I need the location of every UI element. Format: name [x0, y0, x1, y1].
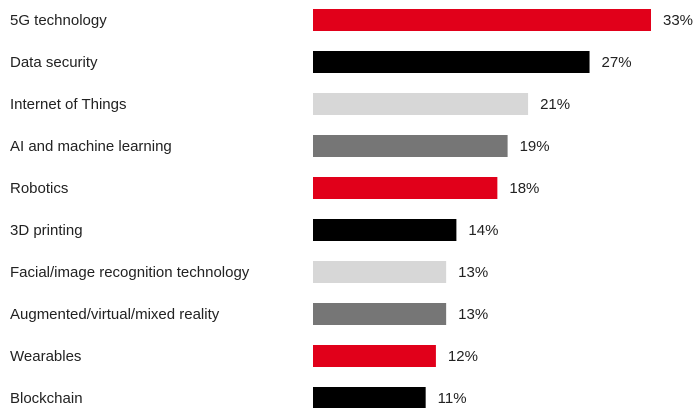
category-label: Robotics	[10, 180, 68, 197]
category-label: Wearables	[10, 348, 81, 365]
value-label: 27%	[602, 54, 632, 71]
bar	[313, 303, 447, 325]
bar	[313, 261, 447, 283]
bar	[313, 177, 498, 199]
category-label: AI and machine learning	[10, 138, 172, 155]
bar	[313, 135, 508, 157]
value-label: 21%	[540, 96, 570, 113]
category-label: Facial/image recognition technology	[10, 264, 250, 281]
category-label: Data security	[10, 54, 98, 71]
value-label: 13%	[458, 306, 488, 323]
bar	[313, 219, 457, 241]
category-label: 5G technology	[10, 12, 107, 29]
value-label: 18%	[509, 180, 539, 197]
bar-row: 3D printing 14%	[10, 219, 498, 241]
value-label: 19%	[520, 138, 550, 155]
category-label: Blockchain	[10, 390, 83, 407]
bar-row: AI and machine learning 19%	[10, 135, 550, 157]
category-label: Augmented/virtual/mixed reality	[10, 306, 220, 323]
value-label: 12%	[448, 348, 478, 365]
bar	[313, 51, 590, 73]
bar	[313, 387, 426, 409]
bar-row: Augmented/virtual/mixed reality 13%	[10, 303, 488, 325]
bar-row: Blockchain 11%	[10, 387, 467, 409]
value-label: 33%	[663, 12, 693, 29]
bar-row: Robotics 18%	[10, 177, 539, 199]
bar	[313, 9, 651, 31]
bar-row: Internet of Things 21%	[10, 93, 570, 115]
category-label: 3D printing	[10, 222, 83, 239]
bar-row: Wearables 12%	[10, 345, 478, 367]
bar-row: 5G technology 33%	[10, 9, 693, 31]
bar	[313, 93, 529, 115]
value-label: 13%	[458, 264, 488, 281]
bar	[313, 345, 436, 367]
value-label: 14%	[468, 222, 498, 239]
bar-row: Data security 27%	[10, 51, 632, 73]
value-label: 11%	[438, 390, 467, 407]
category-label: Internet of Things	[10, 96, 126, 113]
bar-row: Facial/image recognition technology 13%	[10, 261, 488, 283]
